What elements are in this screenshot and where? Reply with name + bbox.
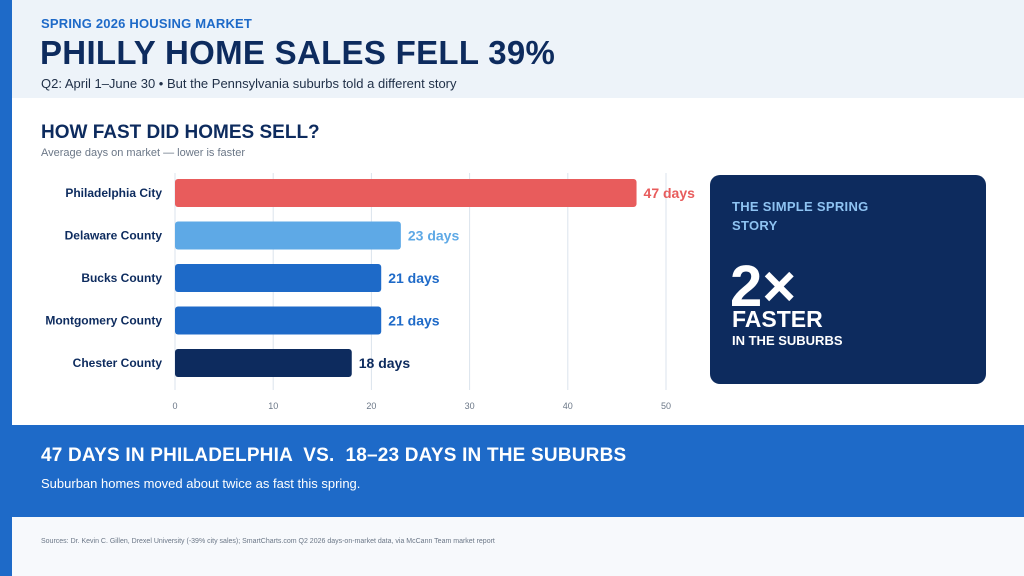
- bar: [175, 179, 637, 207]
- summary-subtitle: Suburban homes moved about twice as fast…: [41, 476, 361, 491]
- bar: [175, 264, 382, 292]
- x-tick-label: 0: [172, 401, 177, 411]
- bar: [175, 349, 352, 377]
- callout-kicker: THE SIMPLE SPRING STORY: [732, 199, 869, 233]
- x-tick-label: 40: [563, 401, 573, 411]
- page-title: PHILLY HOME SALES FELL 39%: [40, 34, 556, 71]
- footer: Sources: Dr. Kevin C. Gillen, Drexel Uni…: [12, 517, 1024, 576]
- chart-subtitle: Average days on market — lower is faster: [41, 147, 245, 159]
- bar: [175, 221, 401, 250]
- sources-note: Sources: Dr. Kevin C. Gillen, Drexel Uni…: [41, 538, 495, 545]
- data-label: 18 days: [359, 355, 411, 371]
- bar: [175, 306, 382, 335]
- callout-card: THE SIMPLE SPRING STORY 2× FASTER IN THE…: [710, 175, 986, 384]
- category-label: Montgomery County: [45, 314, 162, 328]
- page-subtitle: Q2: April 1–June 30 • But the Pennsylvan…: [41, 76, 457, 91]
- callout-faster: FASTER: [732, 306, 823, 332]
- data-label: 21 days: [388, 270, 440, 286]
- x-tick-label: 20: [366, 401, 376, 411]
- summary-band: 47 DAYS IN PHILADELPHIA VS. 18–23 DAYS I…: [0, 425, 1024, 517]
- category-label: Delaware County: [65, 229, 163, 243]
- category-label: Chester County: [73, 356, 163, 370]
- eyebrow-label: SPRING 2026 HOUSING MARKET: [41, 16, 253, 31]
- category-label: Bucks County: [81, 271, 162, 285]
- x-tick-label: 10: [268, 401, 278, 411]
- callout-suburbs: IN THE SUBURBS: [732, 333, 843, 348]
- summary-title: 47 DAYS IN PHILADELPHIA VS. 18–23 DAYS I…: [41, 445, 627, 466]
- x-tick-label: 50: [661, 401, 671, 411]
- callout-multiplier: 2×: [730, 254, 797, 319]
- data-label: 23 days: [408, 228, 460, 244]
- data-label: 21 days: [388, 313, 440, 329]
- data-label: 47 days: [644, 185, 696, 201]
- x-tick-label: 30: [465, 401, 475, 411]
- category-label: Philadelphia City: [65, 186, 162, 200]
- header-panel: [12, 0, 1024, 98]
- chart-title: HOW FAST DID HOMES SELL?: [41, 122, 320, 143]
